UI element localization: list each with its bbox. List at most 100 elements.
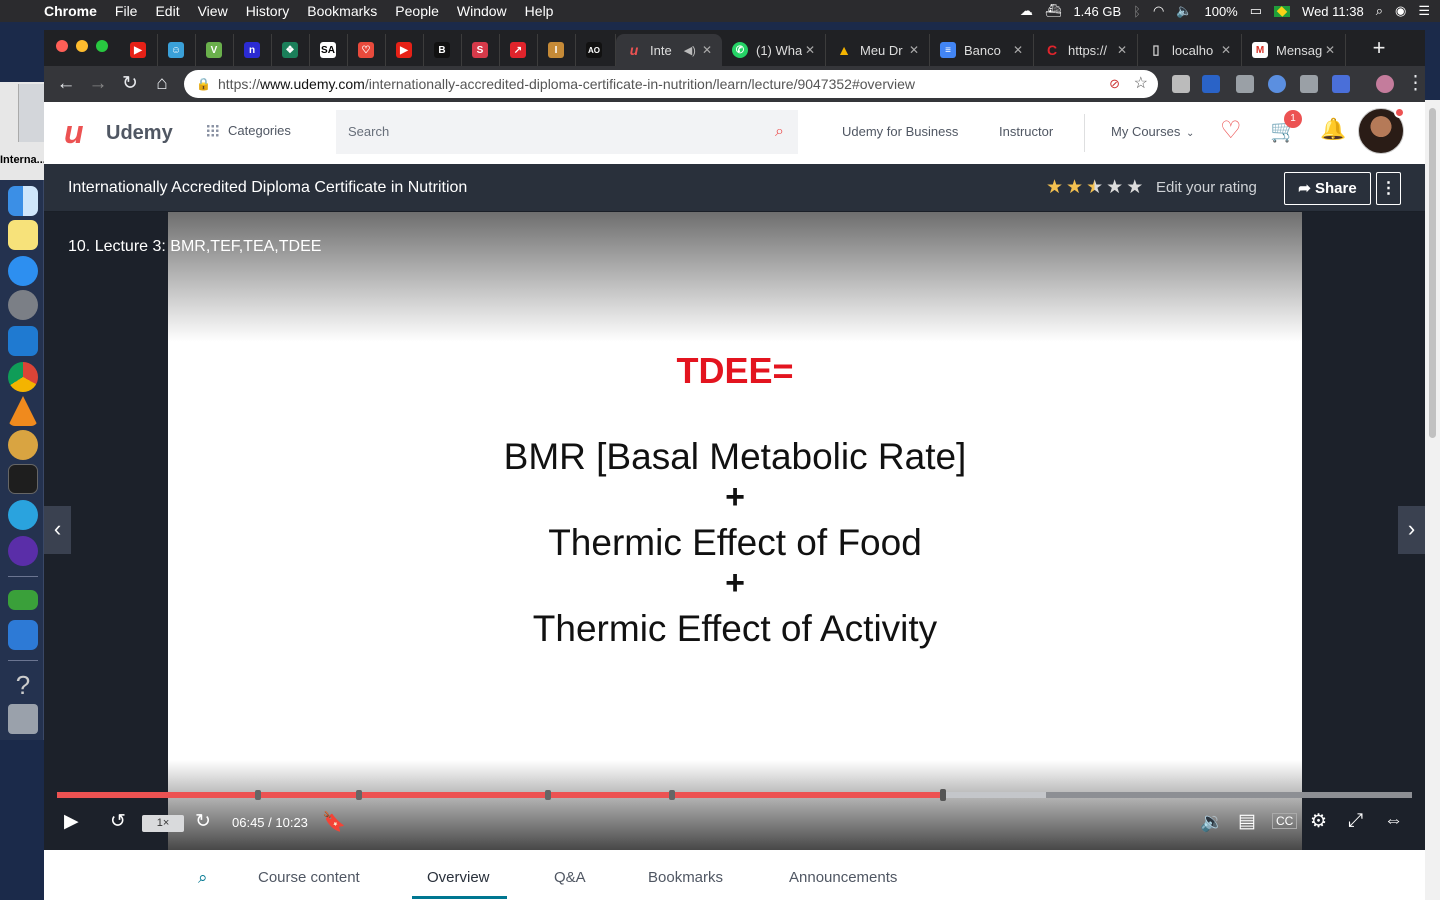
- siri-icon[interactable]: ◉: [1395, 3, 1407, 18]
- notifications-bell-icon[interactable]: 🔔: [1320, 118, 1347, 141]
- vscode-icon[interactable]: [8, 326, 38, 356]
- forward-5s-icon[interactable]: ↻: [195, 811, 211, 832]
- extension-icon[interactable]: [1202, 75, 1220, 93]
- course-title[interactable]: Internationally Accredited Diploma Certi…: [68, 179, 468, 196]
- close-tab-icon[interactable]: ✕: [1220, 43, 1231, 57]
- profile-avatar-icon[interactable]: [1376, 75, 1394, 93]
- tab-localhost[interactable]: ▯ localho ✕: [1138, 34, 1242, 66]
- tab-udemy-active[interactable]: u Inte ◀) ✕: [616, 34, 722, 66]
- vlc-icon[interactable]: [8, 396, 38, 426]
- input-source-flag-icon[interactable]: [1274, 5, 1291, 17]
- app-store-icon[interactable]: [8, 256, 38, 286]
- background-window[interactable]: Interna... ccredit...: [0, 82, 44, 180]
- share-button[interactable]: ➦ Share: [1284, 172, 1371, 205]
- captions-icon[interactable]: CC: [1272, 813, 1298, 829]
- udemy-logo[interactable]: u Udemy: [64, 116, 173, 150]
- notification-center-icon[interactable]: ☰: [1418, 3, 1430, 18]
- tab-2[interactable]: ☺: [158, 34, 196, 66]
- tab-google-drive[interactable]: ▲ Meu Dr ✕: [826, 34, 930, 66]
- transcript-icon[interactable]: ▤: [1238, 811, 1256, 832]
- zoom-window-icon[interactable]: [96, 40, 108, 52]
- menu-edit[interactable]: Edit: [155, 3, 180, 19]
- terminal-icon[interactable]: [8, 464, 38, 494]
- udemy-for-business-link[interactable]: Udemy for Business: [842, 124, 959, 139]
- bluetooth-icon[interactable]: ᛒ: [1133, 3, 1141, 19]
- tab-google-docs[interactable]: ≡ Banco ✕: [930, 34, 1034, 66]
- star-icon[interactable]: ★: [1066, 177, 1084, 198]
- categories-menu[interactable]: Categories: [206, 123, 291, 138]
- open-app-icon[interactable]: [8, 590, 38, 610]
- star-icon[interactable]: ★: [1106, 177, 1124, 198]
- tab-gmail[interactable]: M Mensag ✕: [1242, 34, 1346, 66]
- wishlist-heart-icon[interactable]: ♡: [1220, 117, 1242, 144]
- menu-people[interactable]: People: [395, 3, 439, 19]
- reload-icon[interactable]: ↻: [122, 73, 138, 94]
- tab-11[interactable]: ↗: [500, 34, 538, 66]
- previous-lecture-arrow-icon[interactable]: ‹: [44, 506, 71, 554]
- creative-cloud-icon[interactable]: ☁: [1019, 3, 1033, 18]
- tab-qa[interactable]: Q&A: [554, 869, 586, 886]
- tab-3[interactable]: V: [196, 34, 234, 66]
- bookmark-marker[interactable]: [544, 790, 551, 800]
- address-bar[interactable]: 🔒 https://www.udemy.com/internationally-…: [184, 70, 1158, 98]
- video-player[interactable]: TDEE= BMR [Basal Metabolic Rate] + Therm…: [44, 212, 1425, 850]
- video-progress-bar[interactable]: [57, 789, 1412, 801]
- progress-scrubber-handle[interactable]: [940, 789, 947, 801]
- close-tab-icon[interactable]: ✕: [701, 43, 712, 57]
- minimize-window-icon[interactable]: [76, 40, 88, 52]
- bookmark-star-icon[interactable]: ☆: [1133, 75, 1148, 92]
- bookmark-marker[interactable]: [254, 790, 261, 800]
- expand-theater-icon[interactable]: ⇔: [1384, 810, 1403, 831]
- trash-icon[interactable]: [8, 704, 38, 734]
- tab-youtube-1[interactable]: ▶: [120, 34, 158, 66]
- keynote-icon[interactable]: [8, 620, 38, 650]
- rating-stars[interactable]: ★ ★ ★ ★ ★: [1046, 176, 1143, 199]
- tab-13[interactable]: AO: [576, 34, 616, 66]
- extension-icon[interactable]: [1236, 75, 1254, 93]
- notes-icon[interactable]: [8, 220, 38, 250]
- extension-icon[interactable]: [1332, 75, 1350, 93]
- close-tab-icon[interactable]: ✕: [1012, 43, 1023, 57]
- my-courses-dropdown[interactable]: My Courses ⌄: [1111, 124, 1194, 139]
- lock-icon[interactable]: 🔒: [196, 77, 211, 91]
- close-window-icon[interactable]: [56, 40, 68, 52]
- tab-4[interactable]: n: [234, 34, 272, 66]
- close-tab-icon[interactable]: ✕: [1324, 43, 1335, 57]
- page-scrollbar[interactable]: [1425, 100, 1440, 900]
- menu-file[interactable]: File: [114, 3, 138, 19]
- tab-overview[interactable]: Overview: [427, 869, 490, 886]
- chrome-menu-icon[interactable]: ⋮: [1406, 73, 1425, 94]
- search-input[interactable]: Search ⌕: [336, 110, 798, 154]
- search-icon[interactable]: ⌕: [198, 868, 208, 887]
- battery-readout[interactable]: 100%: [1204, 3, 1238, 19]
- edit-rating-link[interactable]: Edit your rating: [1156, 179, 1257, 196]
- play-icon[interactable]: ▶: [64, 811, 79, 832]
- tab-announcements[interactable]: Announcements: [789, 869, 898, 886]
- tab-12[interactable]: I: [538, 34, 576, 66]
- tab-https[interactable]: C https:// ✕: [1034, 34, 1138, 66]
- help-icon[interactable]: ?: [15, 670, 31, 700]
- star-icon[interactable]: ★: [1126, 177, 1144, 198]
- volume-icon[interactable]: 🔈: [1176, 3, 1193, 18]
- battery-icon[interactable]: ▭: [1249, 3, 1263, 18]
- menu-view[interactable]: View: [197, 3, 228, 19]
- close-tab-icon[interactable]: ✕: [908, 43, 919, 57]
- tab-6[interactable]: SA: [310, 34, 348, 66]
- rewind-5s-icon[interactable]: ↺: [110, 811, 126, 832]
- menu-help[interactable]: Help: [524, 3, 554, 19]
- user-avatar[interactable]: [1358, 107, 1405, 154]
- docker-icon[interactable]: ⛴: [1044, 3, 1062, 18]
- speaker-playing-icon[interactable]: ◀): [683, 44, 696, 57]
- menu-app-chrome[interactable]: Chrome: [44, 3, 97, 19]
- bookmark-marker[interactable]: [669, 790, 676, 800]
- star-icon[interactable]: ★: [1086, 177, 1104, 198]
- back-icon[interactable]: ←: [56, 73, 76, 94]
- more-options-icon[interactable]: ⋮: [1376, 172, 1401, 205]
- instructor-link[interactable]: Instructor: [999, 124, 1054, 139]
- extension-icon[interactable]: [1172, 75, 1190, 93]
- star-icon[interactable]: ★: [1046, 177, 1064, 198]
- home-icon[interactable]: ⌂: [156, 73, 168, 94]
- volume-icon[interactable]: 🔉: [1200, 812, 1224, 833]
- search-icon[interactable]: ⌕: [775, 123, 784, 140]
- chrome-icon[interactable]: [8, 362, 38, 392]
